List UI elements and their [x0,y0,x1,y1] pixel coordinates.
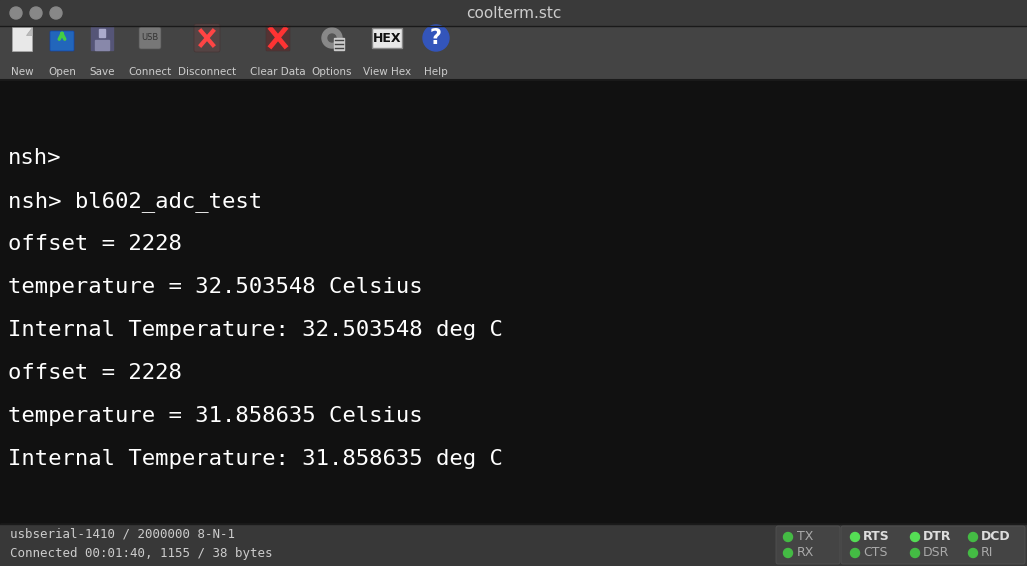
FancyBboxPatch shape [266,25,290,51]
Text: CTS: CTS [863,547,887,560]
Text: usbserial-1410 / 2000000 8-N-1: usbserial-1410 / 2000000 8-N-1 [10,528,235,541]
Text: DSR: DSR [923,547,949,560]
Text: nsh>: nsh> [8,148,62,168]
Text: offset = 2228: offset = 2228 [8,234,182,254]
Text: ?: ? [430,28,442,48]
Text: temperature = 32.503548 Celsius: temperature = 32.503548 Celsius [8,277,423,297]
Text: HEX: HEX [373,32,402,45]
FancyBboxPatch shape [50,31,74,51]
Bar [91,26,113,50]
Bar [334,38,344,50]
Text: Connect: Connect [128,67,172,77]
Text: Internal Temperature: 32.503548 deg C: Internal Temperature: 32.503548 deg C [8,320,503,340]
Text: Open: Open [48,67,76,77]
Text: Options: Options [312,67,352,77]
Text: temperature = 31.858635 Celsius: temperature = 31.858635 Celsius [8,406,423,426]
Text: New: New [10,67,33,77]
Text: Internal Temperature: 31.858635 deg C: Internal Temperature: 31.858635 deg C [8,449,503,469]
FancyBboxPatch shape [12,27,32,51]
Circle shape [911,548,919,558]
Circle shape [850,548,860,558]
Bar [96,40,109,50]
Circle shape [322,28,342,48]
Circle shape [968,548,978,558]
FancyBboxPatch shape [372,28,402,48]
Circle shape [968,533,978,542]
Bar [0,0,1027,26]
Circle shape [784,533,793,542]
Polygon shape [26,27,32,35]
FancyBboxPatch shape [194,24,220,52]
Circle shape [328,34,336,42]
Text: Help: Help [424,67,448,77]
Circle shape [911,533,919,542]
Text: Clear Data: Clear Data [251,67,306,77]
Bar [99,29,105,37]
FancyBboxPatch shape [776,526,840,564]
FancyBboxPatch shape [139,27,161,49]
Text: Save: Save [89,67,115,77]
Bar [0,80,1027,524]
Circle shape [50,7,62,19]
Text: RX: RX [797,547,814,560]
Circle shape [784,548,793,558]
Text: View Hex: View Hex [363,67,411,77]
Bar [0,524,1027,566]
Text: USB: USB [142,33,158,42]
Text: coolterm.stc: coolterm.stc [466,6,561,20]
Text: Connected 00:01:40, 1155 / 38 bytes: Connected 00:01:40, 1155 / 38 bytes [10,547,272,560]
Circle shape [423,25,449,51]
Text: RI: RI [981,547,993,560]
Bar [0,26,1027,80]
Circle shape [850,533,860,542]
FancyBboxPatch shape [841,526,1025,564]
Text: offset = 2228: offset = 2228 [8,363,182,383]
Circle shape [30,7,42,19]
Text: TX: TX [797,530,813,543]
Circle shape [10,7,22,19]
Text: DCD: DCD [981,530,1011,543]
Text: DTR: DTR [923,530,951,543]
Text: RTS: RTS [863,530,889,543]
Text: Disconnect: Disconnect [178,67,236,77]
Text: nsh> bl602_adc_test: nsh> bl602_adc_test [8,191,262,212]
